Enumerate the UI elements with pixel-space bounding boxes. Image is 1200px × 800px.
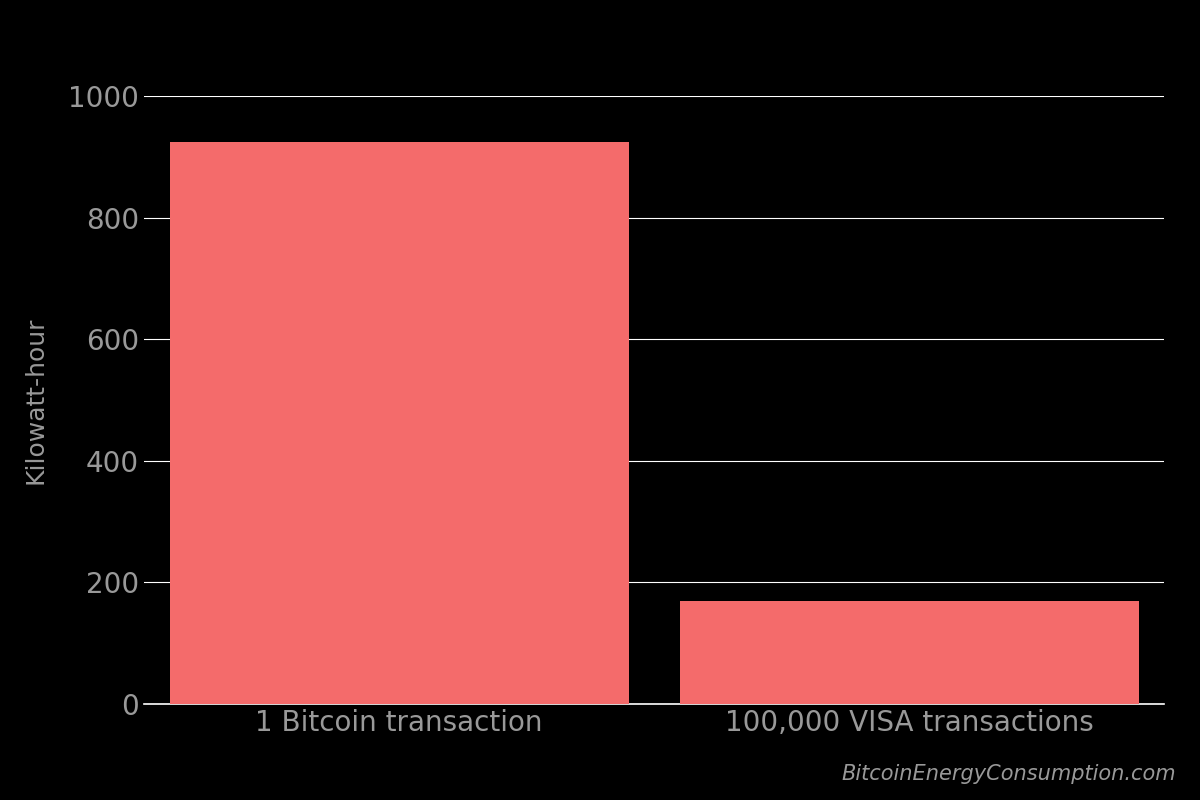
Y-axis label: Kilowatt-hour: Kilowatt-hour — [24, 316, 48, 484]
Bar — [169, 142, 629, 704]
Text: BitcoinEnergyConsumption.com: BitcoinEnergyConsumption.com — [841, 764, 1176, 784]
Bar — [679, 602, 1139, 704]
